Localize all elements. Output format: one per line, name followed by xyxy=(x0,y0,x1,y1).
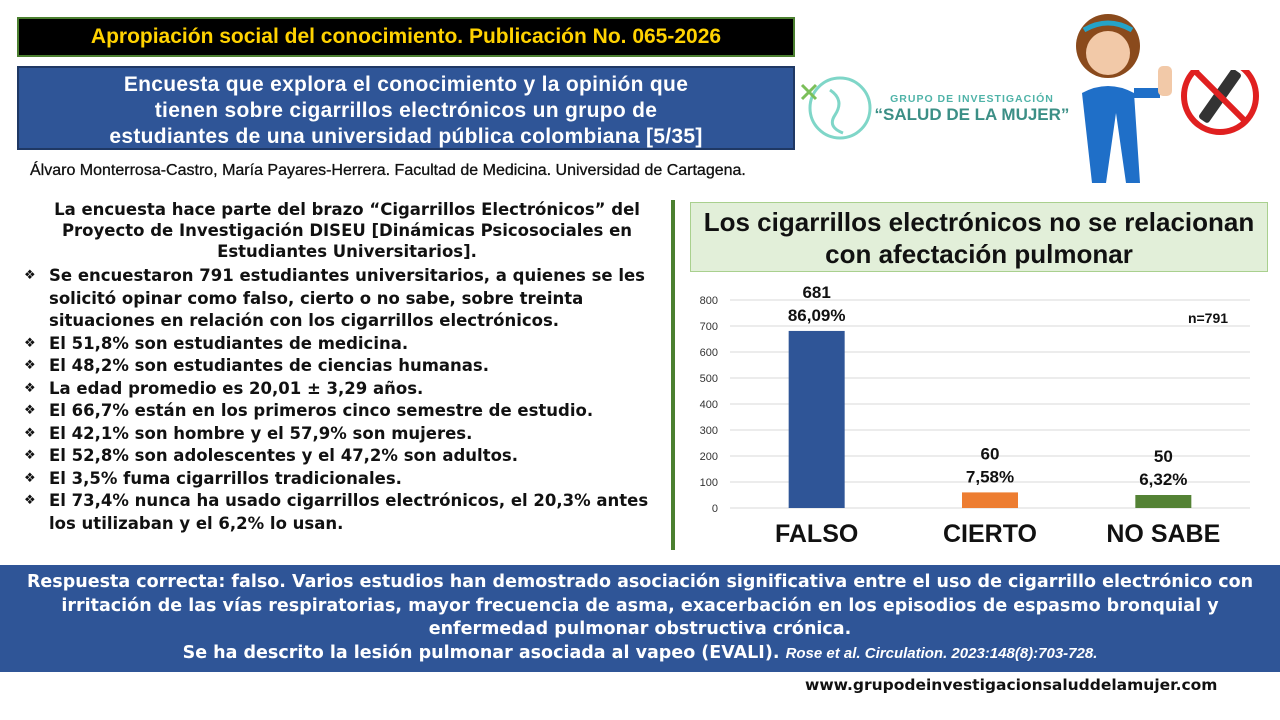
bullet: El 42,1% son hombre y el 57,9% son mujer… xyxy=(22,423,672,446)
bar xyxy=(962,492,1018,508)
y-tick-label: 100 xyxy=(700,477,718,489)
hand xyxy=(1158,66,1172,96)
bullet: Se encuestaron 791 estudiantes universit… xyxy=(22,265,672,333)
bullet-list: Se encuestaron 791 estudiantes universit… xyxy=(22,265,672,535)
chart: 0 100 200 300 400 500 600 700 800 n=791 681 86,09% F… xyxy=(700,283,1250,548)
subtitle: Encuesta que explora el conocimiento y l… xyxy=(17,66,795,150)
value-label: 681 xyxy=(802,283,830,302)
logo-top: GRUPO DE INVESTIGACIÓN xyxy=(890,92,1054,105)
y-tick-label: 700 xyxy=(700,321,718,333)
header-title: Apropiación social del conocimiento. Pub… xyxy=(17,17,795,57)
answer-text: Respuesta correcta: falso. Varios estudi… xyxy=(26,572,1254,639)
percent-label: 7,58% xyxy=(966,467,1014,486)
logo-area: GRUPO DE INVESTIGACIÓN “SALUD DE LA MUJE… xyxy=(800,70,1259,140)
website: www.grupodeinvestigacionsaluddelamujer.c… xyxy=(805,676,1218,694)
value-label: 50 xyxy=(1154,447,1173,466)
bullet: El 73,4% nunca ha usado cigarrillos elec… xyxy=(22,490,672,535)
y-tick-label: 200 xyxy=(700,451,718,463)
bullet: La edad promedio es 20,01 ± 3,29 años. xyxy=(22,378,672,401)
no-sign-slash xyxy=(1192,70,1248,124)
uniform xyxy=(1082,86,1140,183)
logo-name: “SALUD DE LA MUJER” xyxy=(875,105,1070,124)
bar xyxy=(788,330,845,508)
intro: La encuesta hace parte del brazo “Cigarr… xyxy=(54,200,640,261)
value-label: 60 xyxy=(981,444,1000,463)
x-tick-label: NO SABE xyxy=(1106,520,1220,548)
nurse-figure xyxy=(1076,14,1172,183)
citation: Rose et al. Circulation. 2023:148(8):703… xyxy=(785,644,1098,662)
logo-figure xyxy=(829,88,844,135)
annotation: n=791 xyxy=(1188,310,1228,326)
bullet: El 66,7% están en los primeros cinco sem… xyxy=(22,400,672,423)
divider xyxy=(671,200,675,550)
y-tick-label: 0 xyxy=(712,503,718,515)
logo-x xyxy=(800,83,818,101)
percent-label: 6,32% xyxy=(1139,470,1187,489)
logo-circle xyxy=(808,76,872,140)
answer-box: Respuesta correcta: falso. Varios estudi… xyxy=(0,565,1280,672)
bullet: El 51,8% son estudiantes de medicina. xyxy=(22,333,672,356)
face xyxy=(1086,31,1130,75)
y-tick-label: 300 xyxy=(700,425,718,437)
bar xyxy=(1135,495,1192,508)
chart-title: Los cigarrillos electrónicos no se relac… xyxy=(690,202,1268,272)
arm xyxy=(1134,88,1160,98)
y-tick-label: 800 xyxy=(700,295,718,307)
evali-line: Se ha descrito la lesión pulmonar asocia… xyxy=(20,642,1260,666)
bullet: El 52,8% son adolescentes y el 47,2% son… xyxy=(22,445,672,468)
y-tick-label: 400 xyxy=(700,399,718,411)
y-tick-label: 500 xyxy=(700,373,718,385)
y-tick-label: 600 xyxy=(700,347,718,359)
x-tick-label: FALSO xyxy=(775,520,858,548)
bullet: El 3,5% fuma cigarrillos tradicionales. xyxy=(22,468,672,491)
headband xyxy=(1082,20,1134,33)
evali-text: Se ha descrito la lesión pulmonar asocia… xyxy=(182,642,780,663)
authors: Álvaro Monterrosa-Castro, María Payares-… xyxy=(30,162,746,179)
bullet: El 48,2% son estudiantes de ciencias hum… xyxy=(22,355,672,378)
x-tick-label: CIERTO xyxy=(943,520,1037,548)
percent-label: 86,09% xyxy=(788,306,846,325)
